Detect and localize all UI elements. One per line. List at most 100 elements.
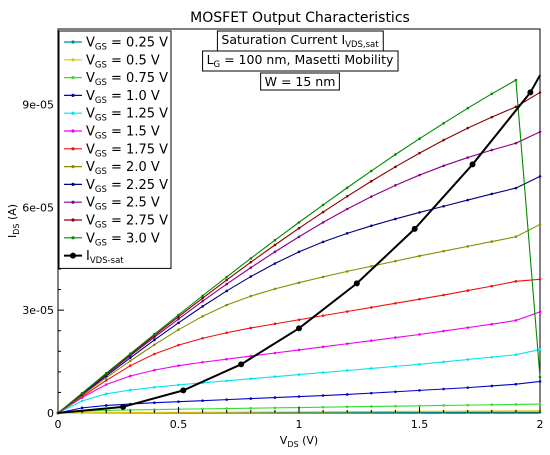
series-point [225, 357, 228, 361]
series-point [321, 371, 325, 374]
y-tick-label: 9e-05 [22, 98, 54, 111]
series-point [538, 223, 542, 226]
series-point [201, 360, 204, 364]
series-point [249, 377, 253, 381]
x-tick-label: 2 [537, 418, 544, 431]
series-point [538, 175, 542, 178]
legend-marker [71, 218, 75, 222]
legend-label: VGS = 2.0 V [86, 160, 160, 177]
series-point [345, 310, 349, 313]
series-point [201, 305, 204, 308]
series-point [442, 121, 445, 125]
series-point [370, 391, 373, 395]
series-point [104, 392, 108, 396]
series-point [177, 328, 180, 331]
vdsat-layer [57, 74, 541, 414]
series-point [297, 250, 301, 254]
series-point [490, 355, 494, 359]
legend-marker [71, 236, 75, 240]
series-point [442, 164, 445, 168]
series-point [225, 282, 228, 286]
legend-marker [71, 182, 75, 186]
x-axis-label: VDS (V) [280, 434, 318, 449]
series-point [394, 217, 397, 221]
series-point [442, 293, 445, 297]
series-point [442, 404, 445, 407]
series-point [370, 179, 373, 183]
legend-label: VGS = 0.25 V [86, 36, 168, 53]
series-point [273, 375, 277, 378]
series-point [297, 235, 301, 239]
y-tick-label: 0 [47, 407, 54, 420]
series-point [490, 384, 494, 388]
series-point [177, 383, 180, 387]
series-point [490, 192, 494, 196]
legend-label: VGS = 0.5 V [86, 53, 160, 70]
series-point [273, 287, 277, 291]
series-point [249, 260, 253, 264]
series-point [177, 343, 180, 347]
x-tick-label: 1.5 [411, 418, 429, 431]
series-point [466, 403, 470, 407]
series-point [129, 374, 132, 378]
series-point [466, 245, 470, 248]
series-point [153, 401, 156, 405]
series-point [153, 332, 156, 336]
series-point [249, 397, 253, 400]
series-point [345, 207, 349, 211]
series-point [490, 115, 494, 119]
legend-label: VGS = 1.25 V [86, 107, 168, 124]
series-point [129, 359, 132, 363]
series-point [442, 360, 445, 364]
series-point [153, 343, 156, 347]
legend-entry: VGS = 2.0 V [64, 160, 160, 177]
series-point [249, 294, 253, 298]
series-point [394, 365, 397, 368]
legend-marker [71, 147, 75, 151]
series-point [201, 294, 204, 298]
series-point [394, 336, 397, 339]
series-point [418, 389, 421, 392]
series-point [466, 156, 470, 159]
annotation-w: W = 15 nm [260, 72, 340, 91]
legend-label: VGS = 1.5 V [86, 125, 160, 142]
series-point [538, 402, 542, 406]
annotation-box [202, 50, 399, 72]
series-point [201, 399, 204, 402]
series-point [273, 262, 277, 265]
series-point [321, 275, 325, 279]
x-tick-label: 0 [55, 418, 62, 431]
series-point [104, 383, 108, 386]
series-point [370, 264, 373, 268]
series-point [418, 363, 421, 366]
series-point [321, 203, 325, 207]
series-point [514, 105, 518, 109]
series-point [273, 322, 277, 326]
series-point [129, 356, 132, 360]
annotation-lg: LG = 100 nm, Masetti Mobility [202, 50, 399, 72]
series-5 [56, 310, 542, 415]
legend-marker [71, 129, 75, 133]
series-point [442, 387, 445, 391]
series-point [490, 322, 494, 326]
x-axis: 0 0.5 1 1.5 2 [55, 407, 544, 431]
series-point [129, 408, 132, 412]
series-point [80, 391, 84, 395]
series-point [80, 399, 84, 403]
annotation-sat: Saturation Current IVDS,sat [216, 30, 384, 52]
series-point [490, 148, 494, 152]
series-point [273, 351, 277, 355]
series-point [394, 404, 397, 408]
legend-entry: VGS = 1.25 V [64, 107, 168, 124]
series-point [394, 184, 397, 187]
series-point [273, 396, 277, 399]
series-point [249, 266, 253, 269]
series-point [177, 321, 180, 325]
series-point [466, 106, 470, 110]
legend-entry: VGS = 1.75 V [64, 142, 168, 159]
legend-marker [71, 200, 75, 204]
legend-marker [71, 165, 75, 169]
series-point [129, 388, 132, 392]
series-point [104, 404, 108, 407]
series-point [514, 141, 518, 145]
